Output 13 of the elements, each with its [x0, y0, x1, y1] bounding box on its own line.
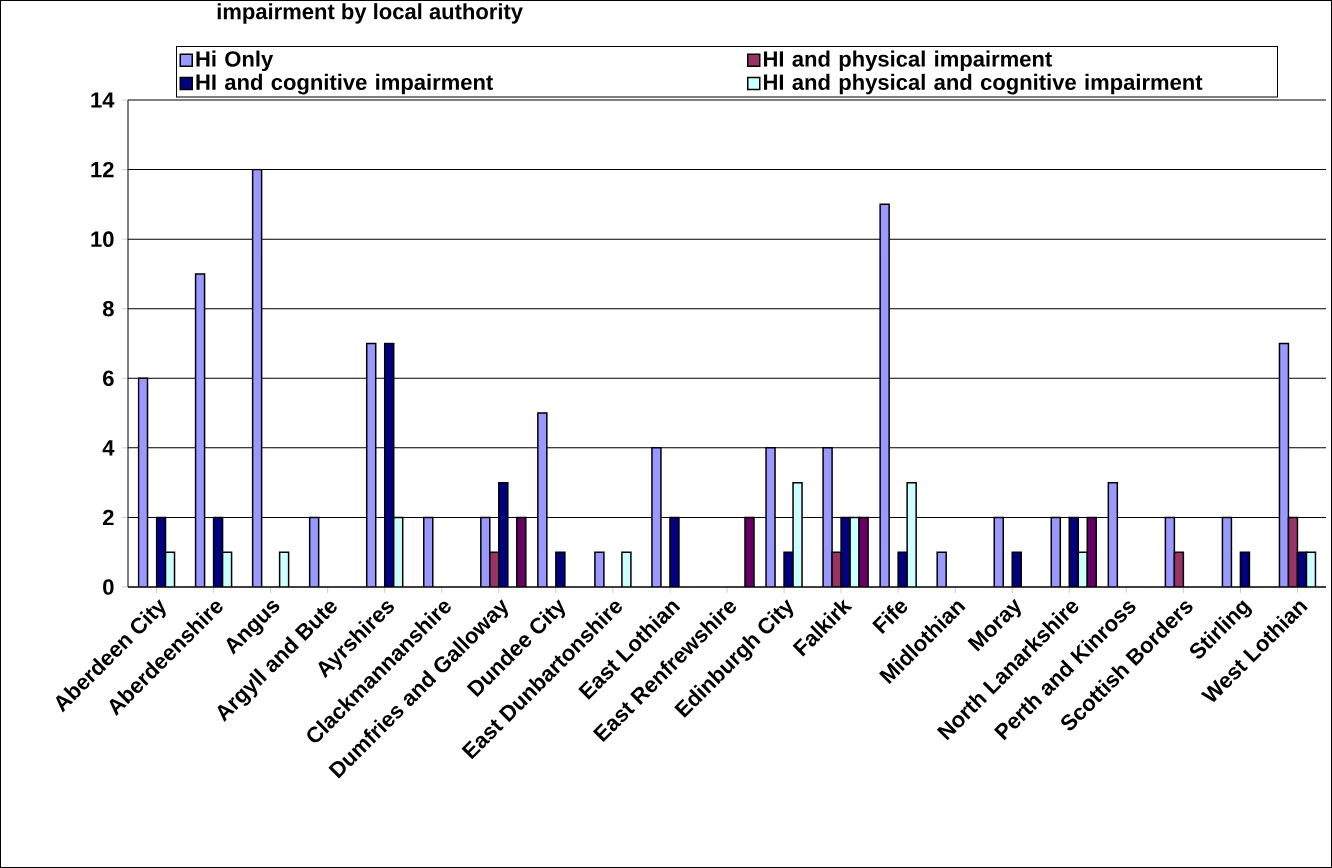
- legend-label: Hi Only: [196, 50, 274, 72]
- y-tick-label: 10: [91, 231, 114, 247]
- legend-label: HI and physical and cognitive impairment: [763, 73, 1203, 95]
- legend-label: HI and physical impairment: [763, 50, 1052, 72]
- y-tick-label: 4: [102, 440, 115, 456]
- legend-label: HI and cognitive impairment: [196, 73, 493, 95]
- y-tick-label: 6: [103, 370, 114, 387]
- y-tick-label: 8: [102, 300, 114, 317]
- y-tick-label: 14: [91, 92, 115, 108]
- y-tick-label: 12: [91, 161, 114, 178]
- y-tick-label: 2: [103, 509, 114, 526]
- y-tick-label: 0: [103, 579, 114, 595]
- chart-title: impairment by local authority: [217, 3, 523, 24]
